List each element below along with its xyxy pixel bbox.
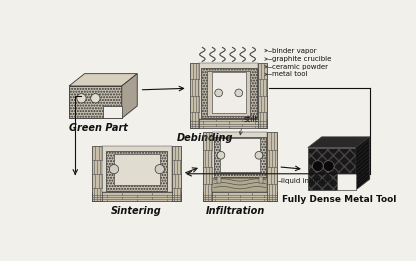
Bar [201, 68, 257, 117]
Bar [217, 177, 221, 183]
Text: Infiltration: Infiltration [206, 206, 265, 216]
Bar [69, 86, 122, 118]
Bar [259, 177, 263, 183]
Circle shape [235, 89, 243, 97]
Bar [190, 63, 199, 128]
Circle shape [255, 151, 263, 159]
Bar [92, 146, 102, 201]
Bar [172, 146, 181, 201]
Text: Fully Dense Metal Tool: Fully Dense Metal Tool [282, 195, 396, 204]
Text: Green Part: Green Part [69, 123, 128, 133]
Bar [308, 147, 356, 190]
Bar [214, 137, 266, 177]
Polygon shape [122, 74, 137, 118]
Text: stilt: stilt [243, 115, 258, 124]
Bar [199, 63, 258, 119]
Bar [190, 119, 267, 128]
Bar [337, 173, 356, 190]
Circle shape [155, 164, 164, 174]
Bar [267, 132, 277, 201]
Bar [213, 178, 267, 192]
Circle shape [323, 161, 334, 171]
Text: Sintering: Sintering [111, 206, 162, 216]
Text: binder vapor: binder vapor [272, 48, 317, 54]
Bar [212, 72, 246, 113]
Text: liquid infiltrant: liquid infiltrant [281, 179, 333, 185]
Bar [114, 154, 160, 185]
Bar [220, 138, 260, 172]
Circle shape [91, 94, 100, 103]
Bar [203, 132, 213, 201]
Text: ceramic powder: ceramic powder [272, 64, 328, 70]
Text: graphite crucible: graphite crucible [272, 56, 332, 62]
Bar [203, 192, 277, 201]
Polygon shape [308, 137, 370, 147]
Bar [102, 146, 172, 192]
Bar [106, 151, 168, 191]
Text: metal tool: metal tool [272, 72, 307, 78]
Text: Debinding: Debinding [177, 133, 234, 143]
Circle shape [312, 161, 323, 171]
Circle shape [77, 94, 86, 103]
Circle shape [217, 151, 225, 159]
Bar [103, 106, 122, 118]
Bar [258, 63, 267, 128]
Polygon shape [69, 74, 137, 86]
Bar [213, 132, 267, 178]
Polygon shape [356, 137, 370, 190]
Circle shape [215, 89, 223, 97]
Bar [92, 192, 181, 201]
Bar [207, 70, 250, 116]
Circle shape [109, 164, 119, 174]
